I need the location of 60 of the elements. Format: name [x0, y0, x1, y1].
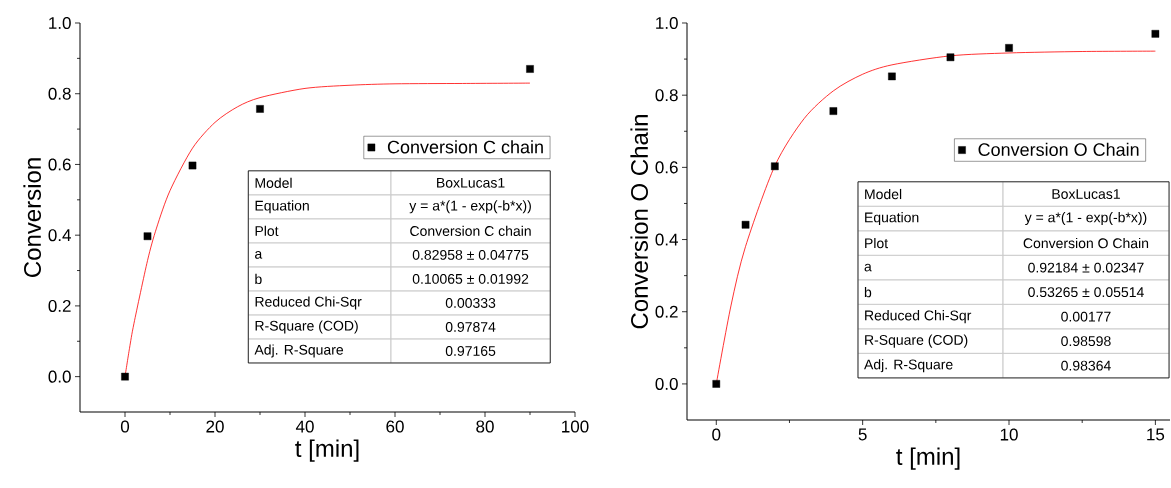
annotation: Reduced Chi-Sqr [255, 296, 362, 310]
annotation: Conversion O Chain [1023, 237, 1149, 249]
y-tick-label: 1.0 [49, 16, 71, 30]
annotation: b [864, 286, 872, 298]
annotation: 0.92184 ± 0.02347 [1028, 262, 1144, 273]
x-tick-label: 100 [562, 420, 589, 433]
annotation: 0.00333 [445, 297, 496, 308]
annotation: Model [865, 188, 902, 200]
annotation: a [864, 263, 872, 272]
y-tick-label: 0.0 [48, 370, 71, 383]
annotation: 0.10065 ± 0.01992 [412, 273, 529, 284]
x-axis-title: t [min] [896, 447, 960, 470]
annotation: Conversion C chain [410, 225, 531, 237]
annotation: 0.97874 [445, 321, 496, 332]
annotation: Equation [865, 212, 919, 226]
x-tick-label: 0 [712, 428, 721, 441]
annotation: Reduced Chi-Sqr [865, 310, 972, 324]
x-tick-label: 20 [206, 420, 224, 433]
annotation: 0.82958 ± 0.04775 [412, 249, 529, 260]
y-tick-label: 0.8 [48, 87, 71, 100]
annotation: BoxLucas1 [437, 177, 505, 188]
x-tick-label: 0 [120, 420, 130, 433]
annotation: Adj. R-Square [864, 359, 953, 373]
x-axis-title: t [min] [295, 439, 359, 462]
annotation: 0.97165 [445, 346, 496, 356]
annotation: Plot [865, 237, 888, 249]
annotation: 0.00177 [1061, 311, 1111, 322]
y-tick-label: 0.2 [48, 299, 71, 312]
x-tick-label: 40 [295, 420, 314, 433]
y-tick-label: 0.4 [48, 229, 71, 242]
x-tick-label: 80 [476, 420, 494, 433]
annotation: Equation [255, 200, 309, 214]
y-tick-label: 0.6 [655, 161, 678, 174]
legend-label: Conversion O Chain [978, 142, 1139, 156]
annotation: Plot [255, 225, 279, 237]
annotation: 0.98364 [1061, 360, 1111, 371]
y-tick-label: 1.0 [656, 16, 678, 30]
y-tick-label: 0.8 [655, 89, 678, 102]
annotation: R-Square (COD) [865, 334, 968, 348]
y-axis-title: Conversion O Chain [630, 115, 649, 329]
y-tick-label: 0.6 [48, 158, 71, 171]
annotation: y = a*(1 - exp(-b*x)) [409, 200, 531, 214]
y-tick-label: 0.2 [655, 305, 678, 318]
y-axis-title: Conversion [23, 158, 42, 277]
annotation: BoxLucas1 [1052, 189, 1120, 199]
legend-label: Conversion C chain [387, 140, 543, 154]
annotation: 0.98598 [1061, 336, 1111, 347]
annotation: Model [255, 177, 292, 188]
x-tick-label: 60 [386, 420, 404, 433]
annotation: b [255, 273, 262, 285]
y-tick-label: 0.4 [655, 233, 678, 246]
y-tick-label: 0.0 [655, 377, 678, 390]
annotation: Adj. R-Square [254, 344, 344, 358]
annotation: y = a*(1 - exp(-b*x)) [1024, 212, 1147, 226]
x-tick-label: 5 [858, 428, 867, 441]
x-tick-label: 10 [1000, 428, 1018, 441]
annotation: a [255, 251, 263, 259]
x-tick-label: 15 [1147, 428, 1165, 441]
annotation: 0.53265 ± 0.05514 [1028, 287, 1144, 298]
annotation: R-Square (COD) [255, 320, 358, 334]
